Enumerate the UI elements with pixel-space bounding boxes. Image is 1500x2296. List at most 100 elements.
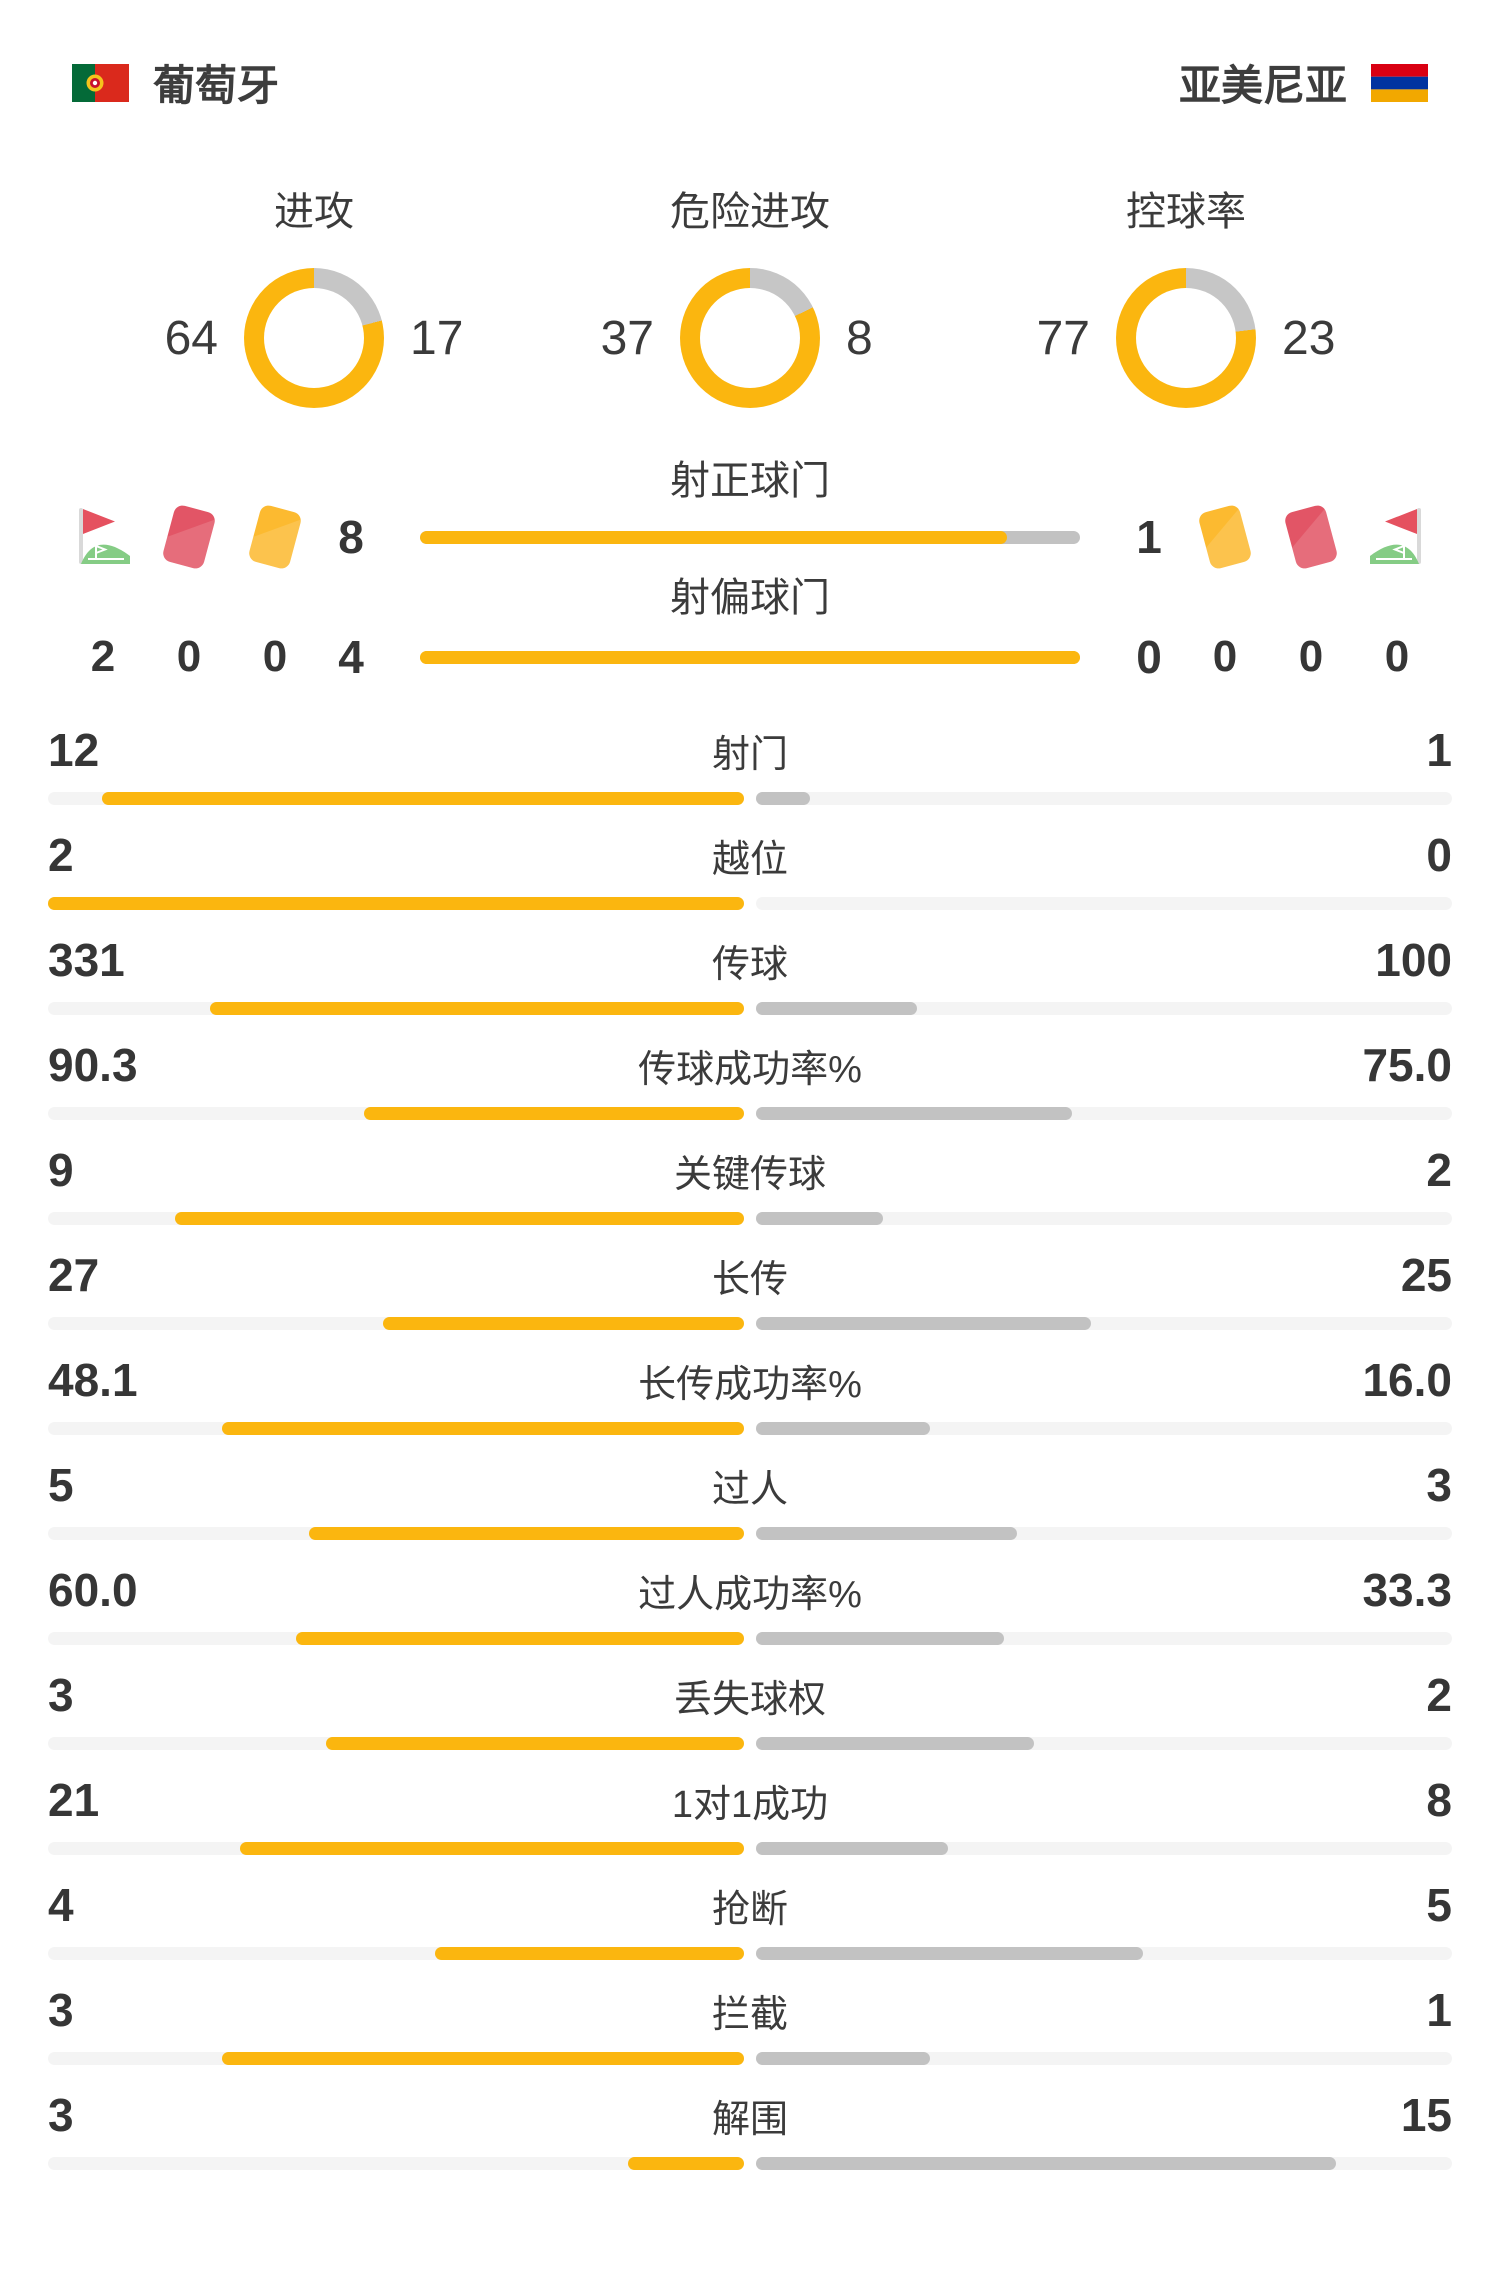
shots-on-target-bar xyxy=(420,530,1080,544)
stat-home-value: 90.3 xyxy=(48,1039,138,1091)
shots-off-target-label: 射偏球门 xyxy=(670,576,830,620)
home-discipline-icons xyxy=(72,503,306,571)
shots-off-target-home-value: 4 xyxy=(338,631,364,683)
stat-home-value: 3 xyxy=(48,2089,74,2141)
stat-home-value: 3 xyxy=(48,1984,74,2036)
stat-label: 射门 xyxy=(711,733,788,776)
home-corner-count: 2 xyxy=(90,632,116,681)
possession-home-value: 77 xyxy=(1036,311,1090,365)
stat-label: 抢断 xyxy=(711,1888,788,1931)
stat-home-value: 48.1 xyxy=(48,1354,138,1406)
stat-bar xyxy=(48,1422,1452,1435)
away-red-card-count: 0 xyxy=(1298,632,1324,681)
dangerous-attacks-label: 危险进攻 xyxy=(670,190,830,234)
stat-row-key-passes: 9 关键传球 2 xyxy=(48,1142,1452,1225)
home-red-card-count: 0 xyxy=(176,632,202,681)
stat-away-value: 2 xyxy=(1426,1669,1452,1721)
stat-away-value: 8 xyxy=(1426,1774,1452,1826)
home-team-name: 葡萄牙 xyxy=(153,62,280,109)
away-corner-count: 0 xyxy=(1384,632,1410,681)
attacks-donut-col: 进攻 64 17 xyxy=(96,189,532,408)
donut-charts: 进攻 64 17 危险进攻 37 8 控球率 77 23 xyxy=(0,189,1500,408)
attacks-donut-chart xyxy=(244,268,384,408)
stat-row-passes: 331 传球 100 xyxy=(48,932,1452,1015)
stat-away-value: 5 xyxy=(1426,1879,1452,1931)
stat-home-value: 2 xyxy=(48,829,74,881)
stat-bar xyxy=(48,897,1452,910)
red-card-icon xyxy=(161,503,217,571)
attacks-home-value: 64 xyxy=(164,311,218,365)
stat-bar xyxy=(48,1527,1452,1540)
possession-away-value: 23 xyxy=(1282,311,1336,365)
stat-away-value: 16.0 xyxy=(1362,1354,1452,1406)
stat-home-value: 60.0 xyxy=(48,1564,138,1616)
possession-label: 控球率 xyxy=(1126,190,1246,234)
stat-away-value: 75.0 xyxy=(1362,1039,1452,1091)
stat-home-value: 4 xyxy=(48,1879,74,1931)
stat-label: 长传 xyxy=(711,1258,788,1301)
armenia-flag-icon xyxy=(1371,63,1428,102)
stat-away-value: 100 xyxy=(1375,934,1452,986)
stats-list: 12 射门 1 2 越位 0 331 传球 100 xyxy=(0,722,1500,2170)
stat-home-value: 27 xyxy=(48,1249,100,1301)
stat-row-long-ball-success: 48.1 长传成功率% 16.0 xyxy=(48,1352,1452,1435)
stat-row-clearances: 3 解围 15 xyxy=(48,2087,1452,2170)
red-card-icon xyxy=(1283,503,1339,571)
stat-home-value: 9 xyxy=(48,1144,74,1196)
stat-label: 关键传球 xyxy=(673,1153,826,1196)
away-discipline-counts: 0 0 0 xyxy=(1194,632,1428,682)
home-team: 葡萄牙 xyxy=(72,52,279,113)
portugal-flag-icon xyxy=(72,63,129,102)
stat-label: 丢失球权 xyxy=(673,1678,826,1721)
stat-bar xyxy=(48,2052,1452,2065)
stat-bar xyxy=(48,1737,1452,1750)
stat-label: 1对1成功 xyxy=(671,1783,829,1826)
stat-home-value: 12 xyxy=(48,724,100,776)
stat-label: 传球 xyxy=(711,943,788,986)
shots-on-target-home-value: 8 xyxy=(338,511,364,563)
stat-home-value: 331 xyxy=(48,934,125,986)
stat-bar xyxy=(48,1002,1452,1015)
stat-row-duels-won: 21 1对1成功 8 xyxy=(48,1772,1452,1855)
stat-label: 过人 xyxy=(711,1468,788,1511)
stat-label: 拦截 xyxy=(711,1993,788,2036)
shots-off-target-bar xyxy=(420,650,1080,664)
shots-on-target-row: 8 1 xyxy=(0,503,1500,571)
stat-away-value: 1 xyxy=(1426,1984,1452,2036)
stat-home-value: 5 xyxy=(48,1459,74,1511)
stat-row-dribbles: 5 过人 3 xyxy=(48,1457,1452,1540)
away-team-name: 亚美尼亚 xyxy=(1178,62,1347,109)
stat-row-possession-lost: 3 丢失球权 2 xyxy=(48,1667,1452,1750)
stat-label: 越位 xyxy=(711,838,788,881)
stat-away-value: 33.3 xyxy=(1362,1564,1452,1616)
stat-row-pass-success: 90.3 传球成功率% 75.0 xyxy=(48,1037,1452,1120)
stat-away-value: 25 xyxy=(1400,1249,1452,1301)
home-yellow-card-count: 0 xyxy=(262,632,288,681)
away-team: 亚美尼亚 xyxy=(1179,52,1428,113)
stat-row-interceptions: 3 拦截 1 xyxy=(48,1982,1452,2065)
stat-home-value: 3 xyxy=(48,1669,74,1721)
corner-flag-icon xyxy=(79,508,130,564)
home-discipline-counts: 2 0 0 xyxy=(72,632,306,682)
stat-bar xyxy=(48,1107,1452,1120)
stat-row-dribble-success: 60.0 过人成功率% 33.3 xyxy=(48,1562,1452,1645)
attacks-label: 进攻 xyxy=(274,190,354,234)
dangerous-attacks-donut-chart xyxy=(680,268,820,408)
stat-away-value: 15 xyxy=(1400,2089,1452,2141)
stat-away-value: 3 xyxy=(1426,1459,1452,1511)
stat-bar xyxy=(48,1947,1452,1960)
dangerous-attacks-away-value: 8 xyxy=(846,311,873,365)
stat-label: 长传成功率% xyxy=(638,1363,862,1406)
shots-off-target-row: 2 0 0 4 0 0 0 0 xyxy=(0,622,1500,692)
shots-on-target-label: 射正球门 xyxy=(670,459,830,503)
stat-bar xyxy=(48,1632,1452,1645)
corner-flag-icon xyxy=(1370,508,1421,564)
away-discipline-icons xyxy=(1194,503,1428,571)
stat-label: 过人成功率% xyxy=(638,1573,862,1616)
shots-on-target-away-value: 1 xyxy=(1136,511,1162,563)
stat-row-offsides: 2 越位 0 xyxy=(48,827,1452,910)
dangerous-attacks-donut-col: 危险进攻 37 8 xyxy=(532,189,968,408)
stat-label: 传球成功率% xyxy=(638,1048,862,1091)
dangerous-attacks-home-value: 37 xyxy=(600,311,654,365)
stat-row-shots: 12 射门 1 xyxy=(48,722,1452,805)
